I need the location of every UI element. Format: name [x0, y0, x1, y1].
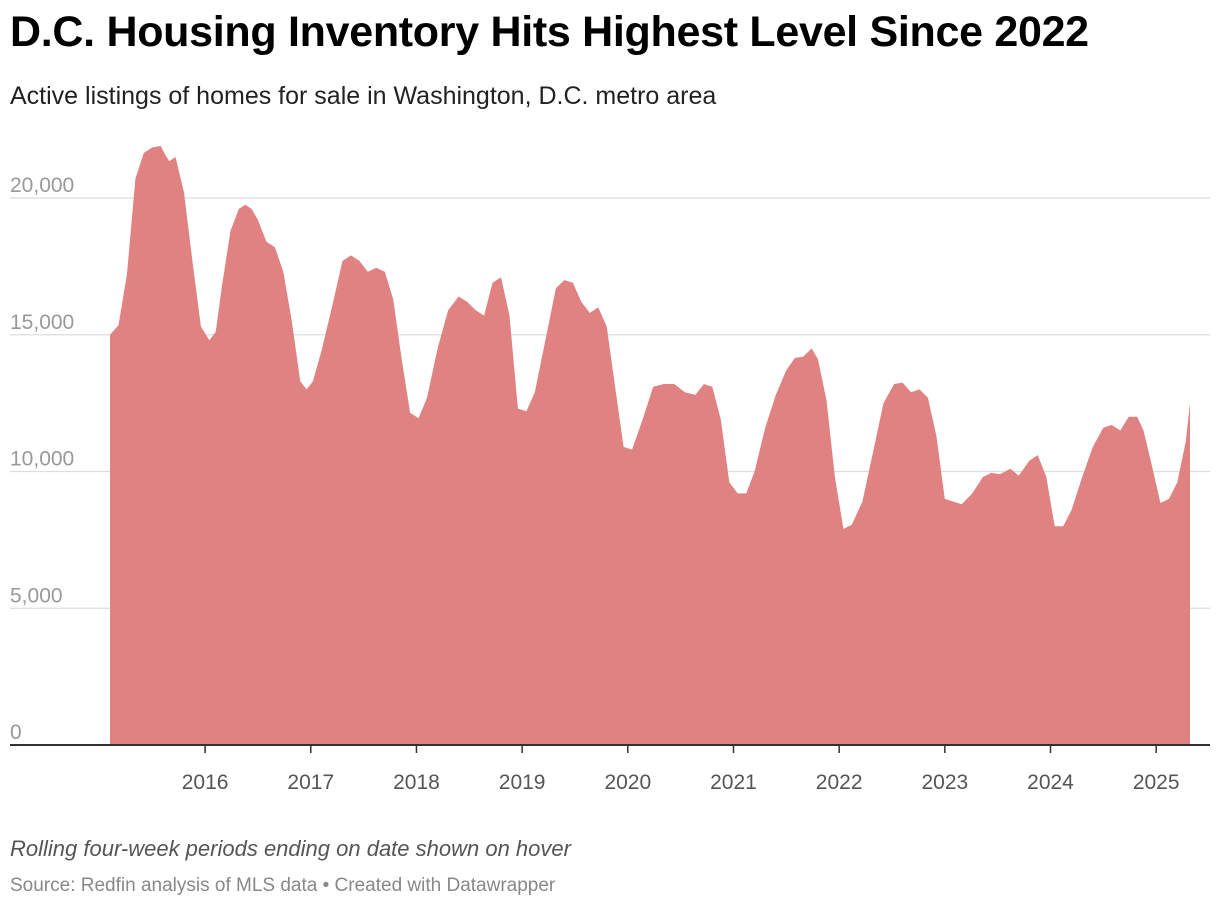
y-tick-label: 20,000 — [10, 174, 74, 197]
y-tick-label: 5,000 — [10, 584, 63, 607]
area-chart: 0 5,000 10,000 15,000 20,000 2016 2017 2018 2019… — [10, 146, 1210, 794]
x-tick-label: 2016 — [182, 771, 229, 794]
x-tick-label: 2023 — [921, 771, 968, 794]
x-tick-label: 2022 — [816, 771, 863, 794]
y-tick-label: 15,000 — [10, 311, 74, 334]
chart-note: Rolling four-week periods ending on date… — [10, 836, 571, 861]
y-tick-label: 10,000 — [10, 448, 74, 471]
x-tick-label: 2018 — [393, 771, 440, 794]
y-tick-label: 0 — [10, 721, 22, 744]
listings-area — [110, 146, 1190, 745]
chart-title: D.C. Housing Inventory Hits Highest Leve… — [10, 8, 1089, 56]
x-tick-label: 2017 — [287, 771, 334, 794]
x-tick-label: 2019 — [499, 771, 546, 794]
x-tick-label: 2020 — [604, 771, 651, 794]
x-tick-label: 2025 — [1133, 771, 1180, 794]
chart-source: Source: Redfin analysis of MLS data • Cr… — [10, 875, 556, 896]
chart-subtitle: Active listings of homes for sale in Was… — [10, 82, 717, 110]
x-tick-label: 2021 — [710, 771, 757, 794]
x-tick-label: 2024 — [1027, 771, 1074, 794]
